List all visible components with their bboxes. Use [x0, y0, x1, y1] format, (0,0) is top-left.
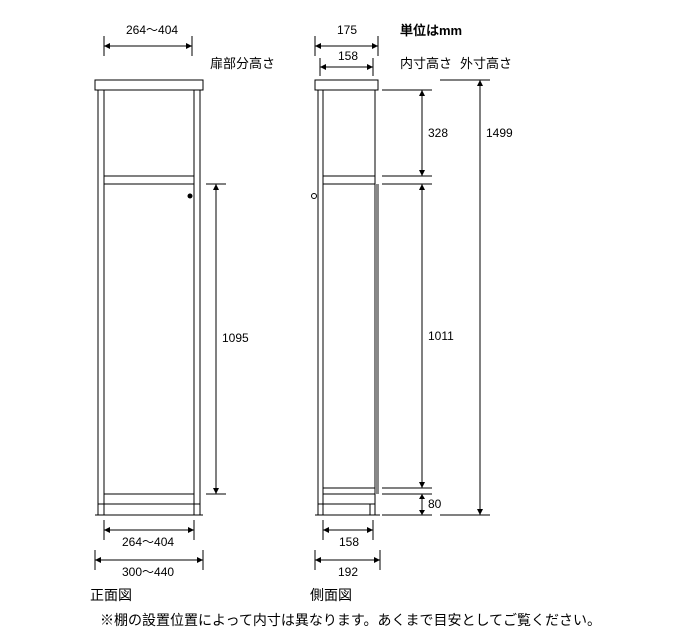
dim-front-outer-width: 300～440 — [122, 565, 174, 579]
front-top-cap — [95, 80, 203, 90]
dim-side-outer-width: 192 — [338, 565, 358, 579]
dim-inner-h-mid: 1011 — [428, 329, 454, 343]
arrowhead — [104, 43, 110, 49]
arrowhead — [213, 488, 219, 494]
label-outer-height: 外寸高さ — [460, 56, 512, 71]
side-body-outer — [318, 90, 375, 504]
door-knob-side-icon — [312, 194, 317, 199]
footnote-text: ※棚の設置位置によって内寸は異なります。あくまで目安としてご覧ください。 — [100, 612, 601, 628]
arrowhead — [372, 43, 378, 49]
label-inner-height: 内寸高さ — [400, 56, 452, 71]
arrowhead — [419, 510, 425, 515]
dim-inner-h-bot: 80 — [428, 497, 442, 511]
arrowhead — [315, 43, 321, 49]
dim-outer-h: 1499 — [486, 126, 513, 140]
dim-front-top-width: 264～404 — [126, 23, 178, 37]
door-knob-icon — [188, 194, 193, 199]
arrowhead — [186, 43, 192, 49]
arrowhead — [419, 184, 425, 190]
arrowhead — [104, 527, 110, 533]
arrowhead — [367, 64, 373, 70]
arrowhead — [419, 482, 425, 488]
arrowhead — [320, 64, 326, 70]
dim-side-top-inner: 158 — [338, 49, 358, 63]
dim-inner-h-top: 328 — [428, 126, 448, 140]
arrowhead — [95, 557, 101, 563]
arrowhead — [323, 527, 329, 533]
arrowhead — [477, 80, 483, 86]
dim-side-inner-width: 158 — [339, 535, 359, 549]
dim-front-door-height: 1095 — [222, 331, 249, 345]
arrowhead — [315, 557, 321, 563]
dim-side-top-outer: 175 — [337, 23, 357, 37]
arrowhead — [367, 527, 373, 533]
front-view-title: 正面図 — [90, 587, 132, 603]
side-top-cap — [315, 80, 378, 90]
unit-label: 単位はmm — [400, 23, 462, 38]
drawing-canvas: 単位はmm 264～404 扉部分高さ 1095 264～404 300 — [0, 0, 700, 637]
arrowhead — [197, 557, 203, 563]
arrowhead — [419, 494, 425, 499]
arrowhead — [419, 90, 425, 96]
arrowhead — [419, 170, 425, 176]
front-body-outer — [98, 90, 200, 504]
label-door-height: 扉部分高さ — [210, 56, 275, 71]
arrowhead — [477, 509, 483, 515]
arrowhead — [188, 527, 194, 533]
arrowhead — [374, 557, 380, 563]
side-view-title: 側面図 — [310, 587, 352, 603]
arrowhead — [213, 184, 219, 190]
dim-front-inner-width: 264～404 — [122, 535, 174, 549]
